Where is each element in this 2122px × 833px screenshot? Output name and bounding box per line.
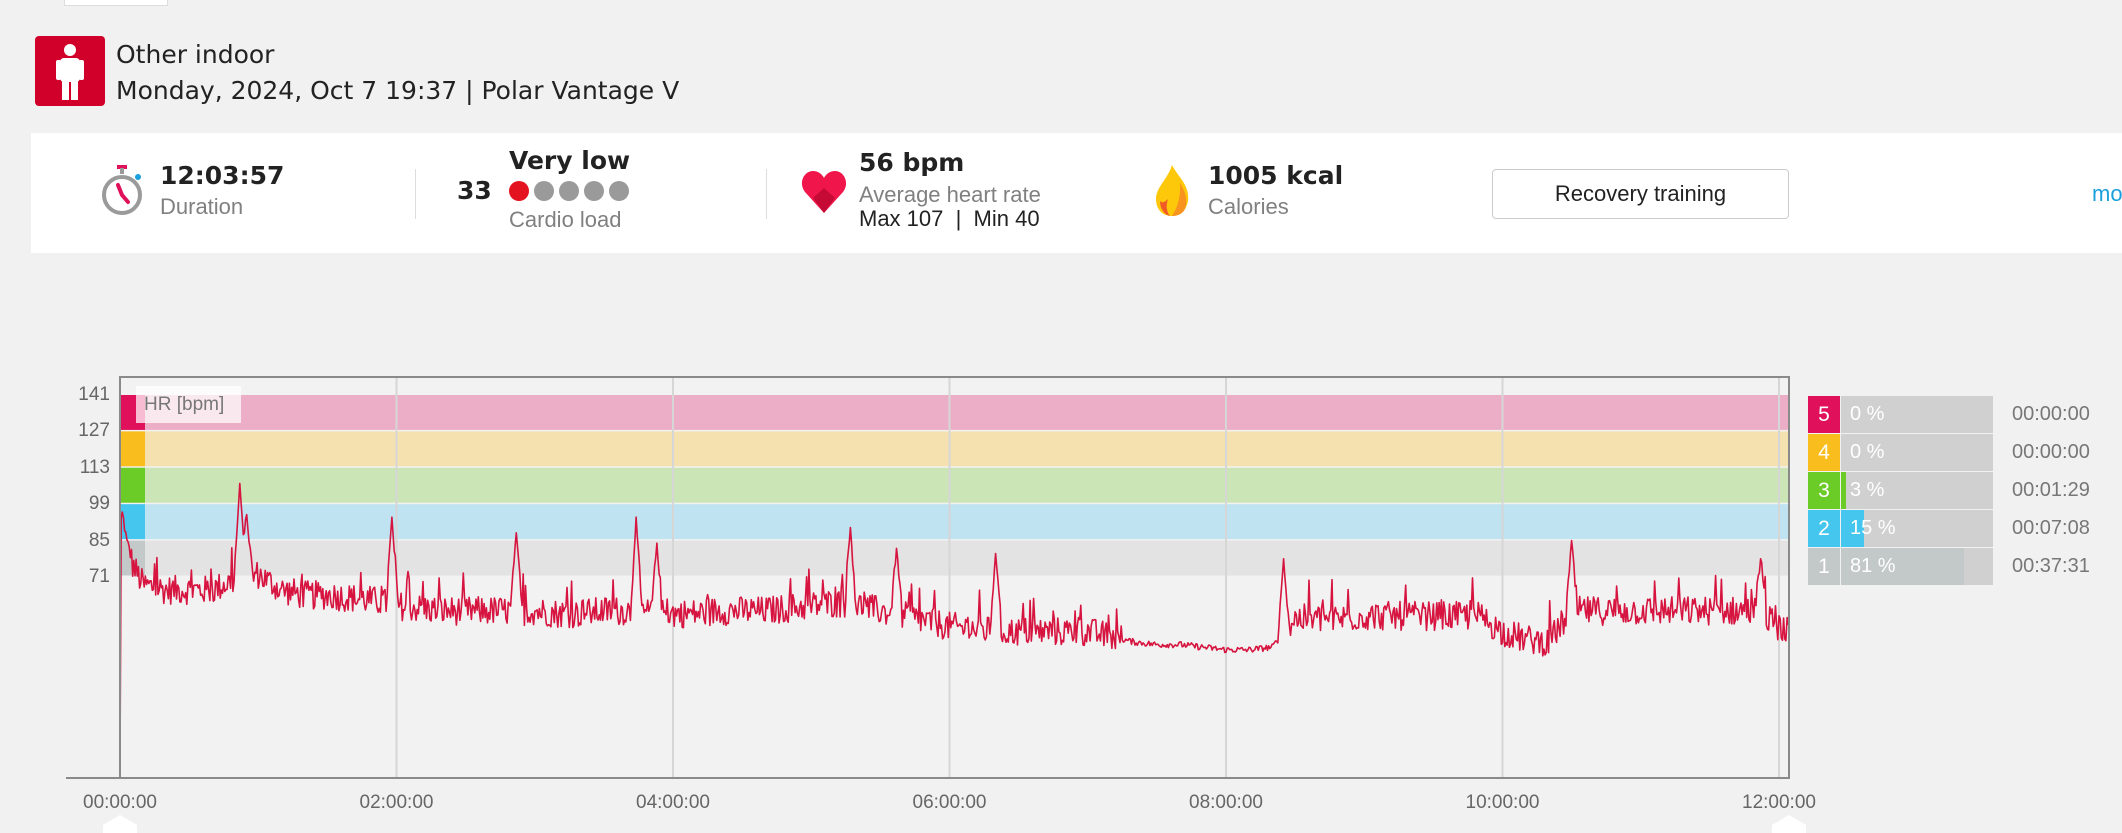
zone-time: 00:37:31 — [2012, 555, 2090, 577]
zone-time: 00:01:29 — [2012, 479, 2090, 501]
duration-label: Duration — [160, 194, 244, 219]
person-icon — [35, 36, 105, 106]
stopwatch-icon — [101, 165, 145, 222]
cardio-load-value: 33 — [457, 176, 492, 205]
zone-band-3 — [120, 467, 1789, 503]
zone-bar: 81 % — [1841, 548, 1993, 585]
cardio-load-level: Very low — [509, 146, 631, 175]
divider — [415, 169, 416, 219]
zone-percent: 0 % — [1850, 403, 1885, 425]
avg-hr-label: Average heart rate — [859, 182, 1041, 207]
zone-bar: 15 % — [1841, 510, 1993, 547]
zone-percent: 3 % — [1850, 479, 1885, 501]
calories-value: 1005 kcal — [1208, 161, 1344, 190]
training-benefit-button[interactable]: Recovery training — [1492, 169, 1789, 219]
zone-bar-fill — [1841, 548, 1965, 585]
duration-value: 12:03:57 — [160, 161, 285, 190]
zone-time: 00:00:00 — [2012, 403, 2090, 425]
x-tick-label: 12:00:00 — [1742, 792, 1816, 813]
y-tick-label: 141 — [78, 384, 110, 405]
zone-bar: 3 % — [1841, 472, 1993, 509]
hr-line — [119, 482, 1789, 762]
hr-max-min: Max 107 | Min 40 — [859, 206, 1040, 231]
zone-marker-3 — [120, 467, 145, 503]
zone-time: 00:07:08 — [2012, 517, 2090, 539]
zone-percent: 15 % — [1850, 517, 1896, 539]
x-tick-label: 04:00:00 — [636, 792, 710, 813]
zone-bar: 0 % — [1841, 434, 1993, 471]
y-tick-label: 85 — [88, 529, 110, 551]
heart-rate-chart — [66, 376, 1806, 833]
y-tick-label: 99 — [88, 493, 110, 515]
zone-number: 4 — [1808, 434, 1840, 471]
x-tick-label: 00:00:00 — [83, 792, 157, 813]
x-tick-label: 06:00:00 — [912, 792, 987, 813]
calories-label: Calories — [1208, 194, 1289, 219]
heart-icon — [801, 170, 847, 219]
more-link[interactable]: more — [2092, 181, 2122, 206]
x-tick-label: 02:00:00 — [359, 792, 434, 813]
y-tick-label: 127 — [78, 420, 110, 442]
cardio-load-dot — [584, 181, 604, 201]
zone-bar-fill — [1841, 510, 1864, 547]
zone-number: 5 — [1808, 396, 1840, 433]
zone-time: 00:00:00 — [2012, 441, 2090, 463]
avg-hr-value: 56 bpm — [859, 148, 965, 177]
zone-bar: 0 % — [1841, 396, 1993, 433]
cardio-load-dot — [534, 181, 554, 201]
y-tick-label: 71 — [88, 566, 110, 587]
cardio-load-dot — [609, 181, 629, 201]
zone-band-2 — [120, 504, 1789, 540]
session-subtitle: Monday, 2024, Oct 7 19:37 | Polar Vantag… — [116, 76, 680, 105]
x-tick-label: 10:00:00 — [1465, 792, 1540, 813]
zone-percent: 0 % — [1850, 441, 1885, 463]
cardio-load-dot — [509, 181, 529, 201]
chart-y-label: HR [bpm] — [136, 386, 241, 423]
zone-number: 2 — [1808, 510, 1840, 547]
zone-band-5 — [120, 395, 1789, 430]
zone-number: 1 — [1808, 548, 1840, 585]
cardio-load-dot — [559, 181, 579, 201]
divider — [766, 169, 767, 219]
range-handle-start — [103, 815, 137, 833]
flame-icon — [1154, 165, 1191, 222]
zone-bar-fill — [1841, 472, 1846, 509]
zone-percent: 81 % — [1850, 555, 1896, 577]
summary-bar — [31, 133, 2122, 253]
y-tick-label: 113 — [79, 456, 110, 478]
zone-marker-4 — [120, 431, 145, 467]
top-tab[interactable] — [64, 0, 168, 6]
sport-name: Other indoor — [116, 40, 275, 69]
x-tick-label: 08:00:00 — [1189, 792, 1263, 813]
zone-number: 3 — [1808, 472, 1840, 509]
zone-band-1 — [120, 540, 1789, 576]
cardio-load-label: Cardio load — [509, 207, 622, 232]
range-handle-end — [1772, 815, 1806, 833]
zone-band-4 — [120, 431, 1789, 467]
